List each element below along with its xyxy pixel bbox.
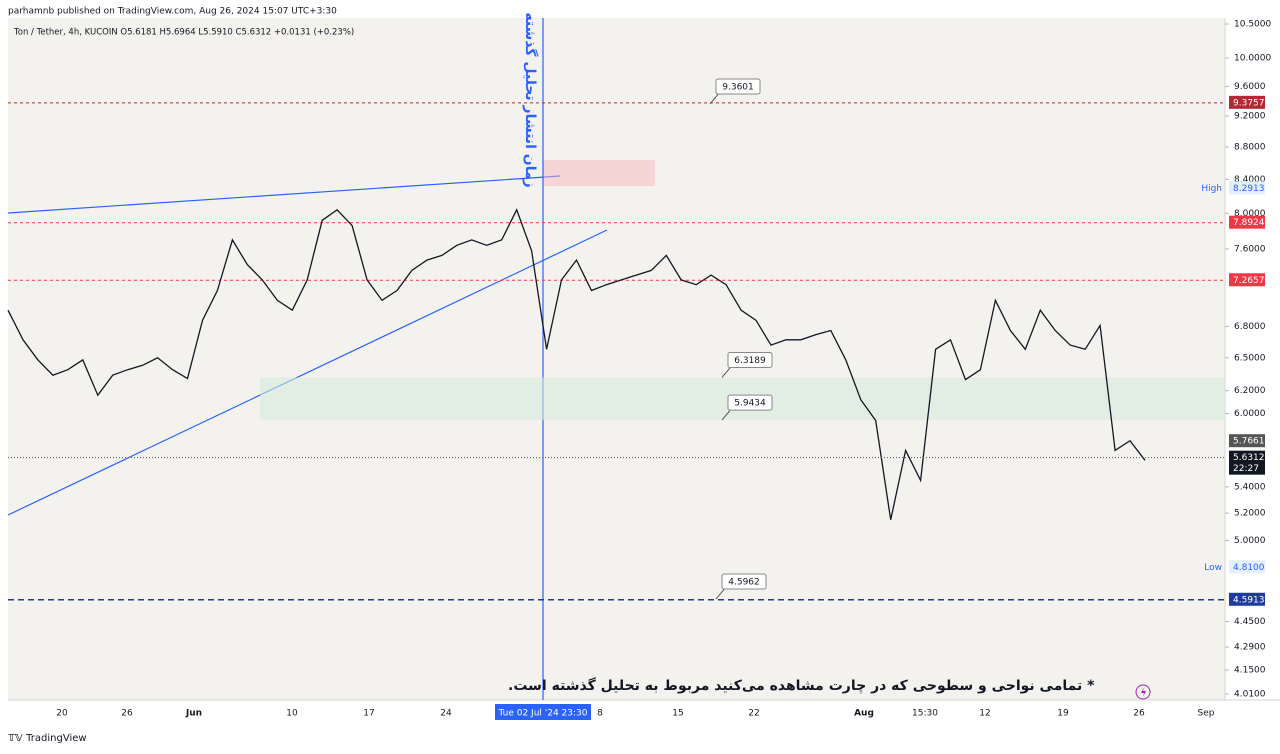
callout-label: 9.3601 [722, 82, 754, 92]
price-tick-label: 10.0000 [1234, 53, 1271, 63]
callout-label: 6.3189 [734, 356, 766, 366]
price-tick-label: 6.0000 [1234, 409, 1266, 419]
price-badge [1229, 215, 1265, 229]
legend: Ton / Tether, 4h, KUCOIN O5.6181 H5.6964… [13, 28, 354, 38]
vertical-annotation: زمان انتشار تحلیل گذشته [522, 12, 539, 187]
price-badge [1229, 434, 1265, 448]
time-label: Tue 02 Jul '24 23:30 [498, 709, 588, 719]
alert-icon[interactable] [1135, 684, 1151, 700]
alert-icon [1141, 687, 1146, 697]
price-tick-label: 5.0000 [1234, 536, 1266, 546]
time-label: 24 [440, 709, 452, 719]
price-badge [1229, 273, 1265, 287]
price-tick-label: 9.6000 [1234, 82, 1266, 92]
time-label: 15 [672, 709, 683, 719]
price-tick-label: 4.0100 [1234, 690, 1266, 700]
price-tick-label: 4.1500 [1234, 666, 1266, 676]
price-tick-label: 5.2000 [1234, 509, 1266, 519]
price-tick-label: 4.2900 [1234, 643, 1266, 653]
price-badge [1229, 95, 1265, 109]
last-price-badge [1229, 450, 1265, 475]
callout-label: 5.9434 [734, 399, 766, 409]
time-label: 19 [1057, 709, 1069, 719]
price-badge-label: 7.2657 [1233, 276, 1265, 286]
publisher: parhamnb published on TradingView.com, A… [8, 7, 337, 17]
callout-box [727, 351, 773, 368]
time-label: Sep [1198, 709, 1215, 719]
price-line [7, 208, 1146, 520]
price-tick-label: 8.4000 [1234, 175, 1266, 185]
callout-box [715, 78, 761, 95]
price-badge [1229, 181, 1265, 195]
price-badge-label: 7.8924 [1233, 218, 1265, 228]
time-label: 8 [597, 709, 603, 719]
callout-box [721, 573, 767, 590]
time-label: 20 [56, 709, 68, 719]
time-label: 26 [1133, 709, 1145, 719]
time-label: Jun [185, 709, 202, 719]
price-tick-label: 4.4500 [1234, 617, 1266, 627]
price-badge-label: 9.3757 [1233, 98, 1265, 108]
supply-zone [543, 160, 655, 186]
last-price-label: 5.6312 [1233, 453, 1265, 463]
price-tick-label: 6.2000 [1234, 386, 1266, 396]
plot-area [8, 18, 1225, 700]
trendline [7, 175, 561, 214]
time-label: 17 [363, 709, 374, 719]
price-tick-label: 7.6000 [1234, 244, 1266, 254]
note: * تمامی نواحی و سطوحی که در چارت مشاهده … [508, 677, 1095, 694]
price-tick-label: 8.0000 [1234, 209, 1266, 219]
price-tick-label: 6.8000 [1234, 322, 1266, 332]
price-badge-label: 4.5913 [1233, 595, 1265, 605]
badge-name: Low [1204, 563, 1222, 573]
time-label: 10 [286, 709, 298, 719]
footer-brand: 𝕋𝕍 TradingView [8, 733, 87, 744]
price-badge-label: 4.8100 [1233, 563, 1265, 573]
price-badge-label: 5.7661 [1233, 437, 1265, 447]
price-tick-label: 6.5000 [1234, 353, 1266, 363]
trendline [7, 229, 608, 516]
price-tick-label: 5.4000 [1234, 482, 1266, 492]
price-badge-label: 8.2913 [1233, 184, 1265, 194]
price-badge [1229, 560, 1265, 574]
time-label: Aug [854, 709, 874, 719]
time-highlight [495, 704, 591, 720]
time-label: 26 [121, 709, 133, 719]
time-label: 12 [979, 709, 990, 719]
callout-label: 4.5962 [728, 578, 760, 588]
callout-box [727, 394, 773, 411]
price-tick-label: 9.2000 [1234, 111, 1266, 121]
price-tick-label: 10.5000 [1234, 20, 1271, 30]
badge-name: High [1201, 184, 1222, 194]
time-label: 22 [748, 709, 759, 719]
countdown: 22:27 [1233, 464, 1259, 474]
time-label: 15:30 [912, 709, 938, 719]
price-tick-label: 8.8000 [1234, 142, 1266, 152]
price-badge [1229, 592, 1265, 606]
